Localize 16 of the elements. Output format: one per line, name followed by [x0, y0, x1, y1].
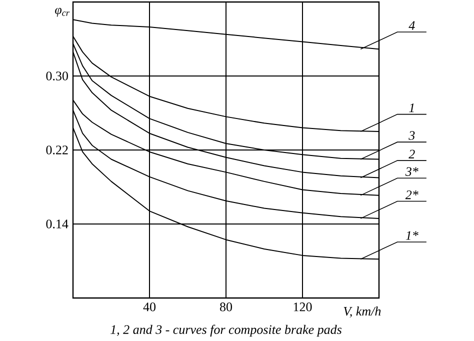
text: 3*	[405, 167, 418, 176]
y-tick-label: 0.22	[46, 146, 68, 154]
x-tick-label: 80	[220, 302, 232, 312]
y-tick-label: 0.14	[46, 220, 68, 228]
text: 2*	[405, 190, 418, 200]
text: 3	[408, 131, 415, 140]
text: 1	[409, 104, 414, 112]
text: 1, 2 and 3 - curves for composite brake pads	[110, 324, 342, 337]
x-tick-label: 40	[143, 302, 156, 312]
text: 4	[408, 21, 415, 30]
text: 2	[408, 150, 415, 158]
y-tick-label: 0.30	[46, 72, 68, 80]
text: 1*	[406, 231, 418, 240]
y-axis-title: φ$_{cr}$	[55, 8, 70, 17]
x-tick-label: 120	[294, 302, 312, 312]
x-axis-title: V, km/h	[344, 306, 381, 318]
